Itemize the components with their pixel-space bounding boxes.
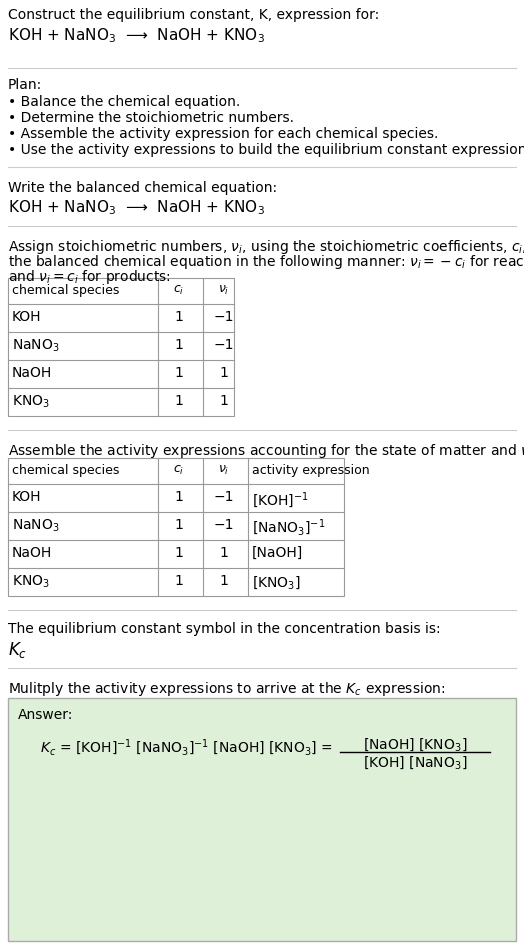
Text: −1: −1 xyxy=(214,518,234,532)
Text: KNO$_3$: KNO$_3$ xyxy=(12,394,50,410)
Text: $\nu_i$: $\nu_i$ xyxy=(219,464,230,477)
Text: $K_c$ = [KOH]$^{-1}$ [NaNO$_3$]$^{-1}$ [NaOH] [KNO$_3$] =: $K_c$ = [KOH]$^{-1}$ [NaNO$_3$]$^{-1}$ [… xyxy=(40,738,333,758)
Text: • Determine the stoichiometric numbers.: • Determine the stoichiometric numbers. xyxy=(8,111,294,125)
Text: 1: 1 xyxy=(174,394,183,408)
Text: and $\nu_i = c_i$ for products:: and $\nu_i = c_i$ for products: xyxy=(8,268,171,286)
Text: • Balance the chemical equation.: • Balance the chemical equation. xyxy=(8,95,240,109)
Text: chemical species: chemical species xyxy=(12,464,119,477)
Text: • Use the activity expressions to build the equilibrium constant expression.: • Use the activity expressions to build … xyxy=(8,143,524,157)
Text: $c_i$: $c_i$ xyxy=(173,464,184,477)
Text: NaNO$_3$: NaNO$_3$ xyxy=(12,338,60,354)
Bar xyxy=(8,278,234,416)
Text: the balanced chemical equation in the following manner: $\nu_i = -c_i$ for react: the balanced chemical equation in the fo… xyxy=(8,253,524,271)
Text: NaOH: NaOH xyxy=(12,546,52,560)
Text: −1: −1 xyxy=(214,310,234,324)
Text: 1: 1 xyxy=(174,546,183,560)
Text: Plan:: Plan: xyxy=(8,78,42,92)
Text: Construct the equilibrium constant, K, expression for:: Construct the equilibrium constant, K, e… xyxy=(8,8,379,22)
Text: [KOH]$^{-1}$: [KOH]$^{-1}$ xyxy=(252,490,309,510)
Text: [NaOH] [KNO$_3$]: [NaOH] [KNO$_3$] xyxy=(363,736,467,753)
Text: −1: −1 xyxy=(214,338,234,352)
Text: KOH + NaNO$_3$  ⟶  NaOH + KNO$_3$: KOH + NaNO$_3$ ⟶ NaOH + KNO$_3$ xyxy=(8,198,265,216)
Text: 1: 1 xyxy=(220,394,228,408)
Text: Assemble the activity expressions accounting for the state of matter and $\nu_i$: Assemble the activity expressions accoun… xyxy=(8,442,524,460)
Text: KOH: KOH xyxy=(12,310,41,324)
Text: [NaOH]: [NaOH] xyxy=(252,546,303,560)
Text: activity expression: activity expression xyxy=(252,464,369,477)
Text: 1: 1 xyxy=(174,490,183,504)
Bar xyxy=(8,458,344,596)
Text: Mulitply the activity expressions to arrive at the $K_c$ expression:: Mulitply the activity expressions to arr… xyxy=(8,680,445,698)
Text: 1: 1 xyxy=(174,366,183,380)
Text: KOH + NaNO$_3$  ⟶  NaOH + KNO$_3$: KOH + NaNO$_3$ ⟶ NaOH + KNO$_3$ xyxy=(8,26,265,45)
Text: Write the balanced chemical equation:: Write the balanced chemical equation: xyxy=(8,181,277,195)
Text: 1: 1 xyxy=(220,366,228,380)
Text: [KOH] [NaNO$_3$]: [KOH] [NaNO$_3$] xyxy=(363,754,467,771)
FancyBboxPatch shape xyxy=(8,698,516,941)
Text: [KNO$_3$]: [KNO$_3$] xyxy=(252,574,301,591)
Text: 1: 1 xyxy=(174,574,183,588)
Text: Answer:: Answer: xyxy=(18,708,73,722)
Text: KOH: KOH xyxy=(12,490,41,504)
Text: $c_i$: $c_i$ xyxy=(173,284,184,297)
Text: Assign stoichiometric numbers, $\nu_i$, using the stoichiometric coefficients, $: Assign stoichiometric numbers, $\nu_i$, … xyxy=(8,238,524,256)
Text: 1: 1 xyxy=(220,574,228,588)
Text: The equilibrium constant symbol in the concentration basis is:: The equilibrium constant symbol in the c… xyxy=(8,622,441,636)
Text: NaNO$_3$: NaNO$_3$ xyxy=(12,518,60,534)
Text: 1: 1 xyxy=(174,310,183,324)
Text: 1: 1 xyxy=(174,338,183,352)
Text: $\nu_i$: $\nu_i$ xyxy=(219,284,230,297)
Text: −1: −1 xyxy=(214,490,234,504)
Text: 1: 1 xyxy=(220,546,228,560)
Text: NaOH: NaOH xyxy=(12,366,52,380)
Text: [NaNO$_3$]$^{-1}$: [NaNO$_3$]$^{-1}$ xyxy=(252,518,325,538)
Text: KNO$_3$: KNO$_3$ xyxy=(12,574,50,590)
Text: 1: 1 xyxy=(174,518,183,532)
Text: chemical species: chemical species xyxy=(12,284,119,297)
Text: • Assemble the activity expression for each chemical species.: • Assemble the activity expression for e… xyxy=(8,127,439,141)
Text: $K_c$: $K_c$ xyxy=(8,640,27,660)
